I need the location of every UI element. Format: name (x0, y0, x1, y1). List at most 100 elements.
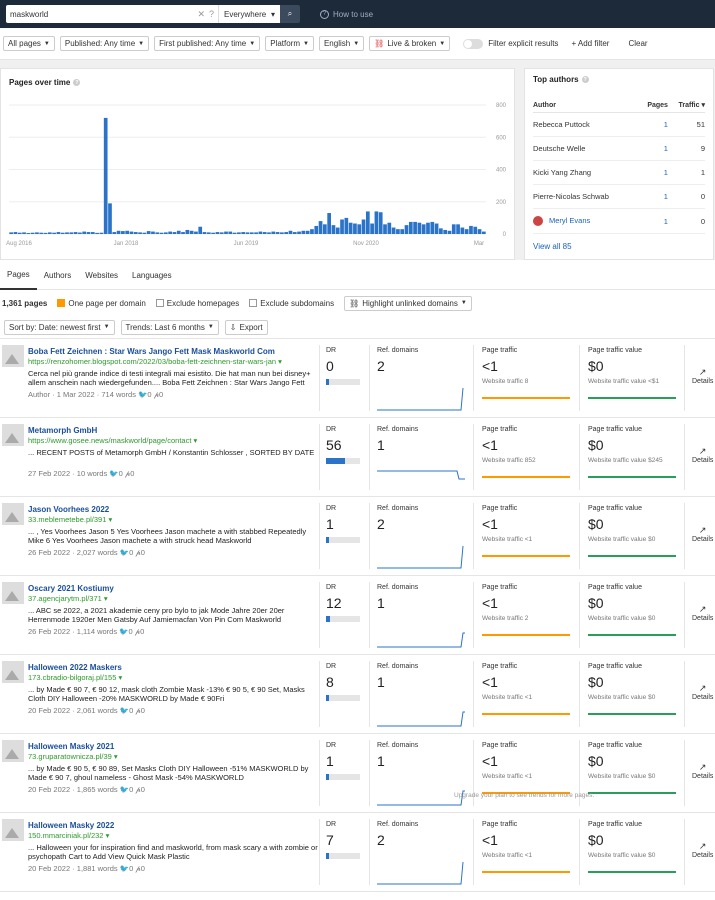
first-published-filter[interactable]: First published: Any time ▼ (154, 36, 261, 51)
chart-bar[interactable] (357, 224, 362, 234)
chart-bar[interactable] (125, 230, 130, 234)
chart-bar[interactable] (219, 232, 224, 234)
result-title-link[interactable]: Jason Voorhees 2022 (28, 505, 110, 514)
result-url[interactable]: 73.gruparatownicza.pl/39 ▾ (28, 752, 318, 761)
explicit-toggle[interactable] (463, 38, 484, 49)
search-button[interactable]: ⌕ (280, 5, 300, 23)
chart-bar[interactable] (301, 230, 306, 234)
result-title-link[interactable]: Boba Fett Zeichnen : Star Wars Jango Fet… (28, 347, 275, 356)
details-button[interactable]: ↗ Details (692, 604, 713, 622)
chart-bar[interactable] (426, 222, 430, 234)
tab-authors[interactable]: Authors (43, 271, 72, 280)
chart-bar[interactable] (331, 225, 336, 234)
result-url[interactable]: 150.mmarciniak.pl/232 ▾ (28, 831, 318, 840)
scope-select[interactable]: Everywhere ▾ (218, 5, 280, 23)
chart-bar[interactable] (365, 211, 370, 234)
author-pages[interactable]: 1 (639, 136, 668, 161)
live-broken-filter[interactable]: ⛓ Live & broken ▼ (369, 36, 451, 51)
chart-bar[interactable] (159, 232, 164, 234)
chart-bar[interactable] (232, 232, 237, 234)
details-button[interactable]: ↗ Details (692, 525, 713, 543)
chart-bar[interactable] (391, 227, 396, 234)
chart-bar[interactable] (288, 230, 293, 234)
chart-bar[interactable] (224, 231, 228, 234)
chart-bar[interactable] (237, 232, 241, 234)
result-url[interactable]: 173.cbradio-bilgoraj.pl/155 ▾ (28, 673, 318, 682)
chart-bar[interactable] (121, 231, 125, 234)
chart-bar[interactable] (26, 233, 31, 234)
exclude-subdomains-checkbox[interactable]: Exclude subdomains (249, 299, 334, 308)
tab-languages[interactable]: Languages (132, 271, 172, 280)
chart-bar[interactable] (241, 232, 246, 234)
chart-bar[interactable] (198, 226, 203, 234)
chart-bar[interactable] (262, 232, 267, 234)
chart-bar[interactable] (73, 232, 78, 234)
chart-bar[interactable] (39, 232, 44, 234)
chart-bar[interactable] (181, 232, 185, 234)
chart-bar[interactable] (133, 232, 138, 234)
chart-bar[interactable] (353, 223, 357, 234)
chart-bar[interactable] (439, 228, 443, 234)
pages-column-header[interactable]: Pages (639, 98, 668, 113)
chart-bar[interactable] (13, 232, 18, 234)
chart-bar[interactable] (327, 213, 331, 234)
chart-bar[interactable] (430, 221, 435, 234)
result-title-link[interactable]: Metamorph GmbH (28, 426, 98, 435)
result-title-link[interactable]: Oscary 2021 Kostiumy (28, 584, 114, 593)
chart-bar[interactable] (142, 232, 147, 234)
author-pages[interactable]: 1 (639, 184, 668, 209)
chart-bar[interactable] (202, 232, 207, 234)
result-title-link[interactable]: Halloween Masky 2021 (28, 742, 115, 751)
chart-bar[interactable] (172, 232, 177, 234)
result-title-link[interactable]: Halloween Masky 2022 (28, 821, 115, 830)
chart-bar[interactable] (404, 225, 409, 234)
sort-select[interactable]: Sort by: Date: newest first ▼ (4, 319, 115, 335)
platform-filter[interactable]: Platform ▼ (265, 36, 314, 51)
chart-bar[interactable] (168, 231, 172, 234)
chart-bar[interactable] (267, 232, 271, 234)
chart-bar[interactable] (361, 219, 366, 234)
details-button[interactable]: ↗ Details (692, 683, 713, 701)
chart-bar[interactable] (65, 232, 69, 234)
chart-bar[interactable] (447, 230, 452, 234)
chart-bar[interactable] (473, 226, 478, 234)
chart-bar[interactable] (56, 232, 61, 234)
chart-bar[interactable] (340, 219, 344, 234)
chart-bar[interactable] (292, 232, 297, 234)
chart-bar[interactable] (43, 232, 48, 234)
chart-bar[interactable] (344, 217, 349, 234)
chart-bar[interactable] (408, 221, 413, 234)
chart-bar[interactable] (477, 229, 482, 234)
chart-bar[interactable] (456, 224, 460, 234)
chart-bar[interactable] (451, 224, 456, 234)
chart-bar[interactable] (90, 232, 95, 234)
chart-bar[interactable] (95, 232, 99, 234)
chart-bar[interactable] (400, 229, 405, 234)
chart-bar[interactable] (413, 221, 417, 234)
search-box[interactable]: ✕ ? (6, 5, 218, 23)
details-button[interactable]: ↗ Details (692, 446, 713, 464)
chart-bar[interactable] (86, 232, 91, 234)
search-input[interactable] (10, 9, 194, 19)
chart-bar[interactable] (297, 231, 301, 234)
result-url[interactable]: 33.meblemetebe.pl/391 ▾ (28, 515, 318, 524)
add-filter-button[interactable]: + Add filter (571, 39, 609, 48)
chart-bar[interactable] (305, 230, 310, 234)
chart-bar[interactable] (335, 227, 340, 234)
chart-bar[interactable] (185, 229, 190, 234)
chart-bar[interactable] (60, 232, 65, 234)
chart-bar[interactable] (47, 232, 52, 234)
chart-bar[interactable] (176, 230, 181, 234)
chart-bar[interactable] (275, 232, 280, 234)
details-button[interactable]: ↗ Details (692, 367, 713, 385)
help-icon[interactable]: ? (208, 9, 214, 19)
result-url[interactable]: 37.agencjarytm.pl/371 ▾ (28, 594, 318, 603)
traffic-column-header[interactable]: Traffic ▾ (667, 98, 705, 113)
chart-bar[interactable] (383, 224, 387, 234)
clear-icon[interactable]: ✕ (197, 8, 205, 19)
chart-bar[interactable] (469, 225, 473, 234)
chart-bar[interactable] (129, 231, 134, 234)
highlight-unlinked-button[interactable]: ⛓ Highlight unlinked domains ▼ (344, 295, 472, 311)
chart-bar[interactable] (164, 232, 168, 234)
chart-bar[interactable] (464, 229, 469, 234)
